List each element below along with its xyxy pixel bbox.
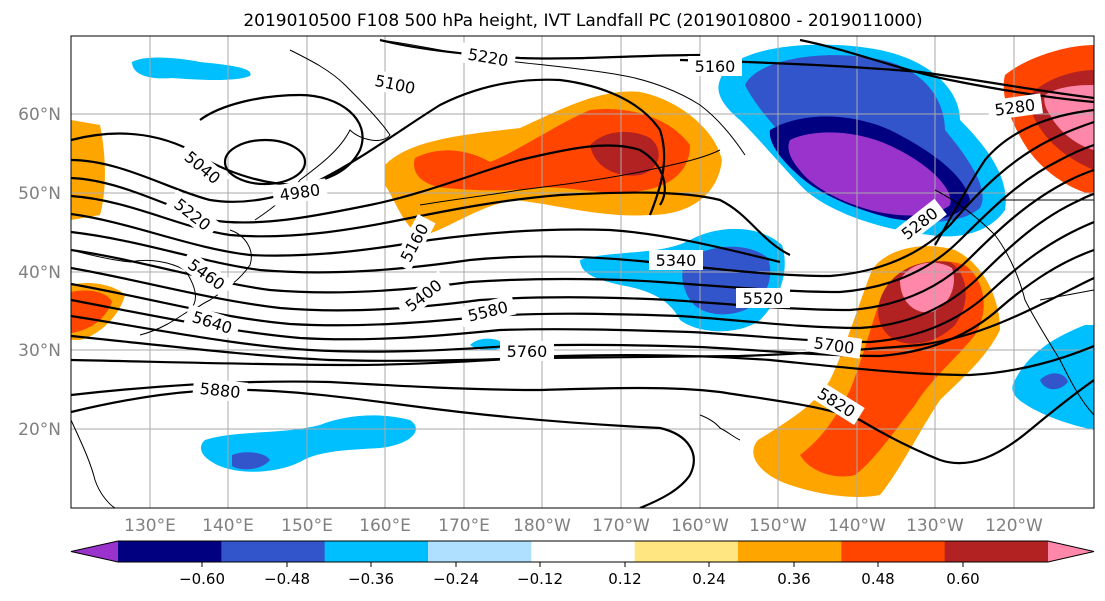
colorbar-ticks	[201, 562, 964, 567]
colorbar-outline	[70, 540, 1095, 563]
contour-label: 5340	[656, 251, 697, 270]
colorbar-tick-label: −0.12	[517, 570, 563, 588]
colorbar-segment	[531, 541, 636, 562]
map-frame	[70, 35, 1095, 509]
lon-label: 170°E	[438, 516, 490, 536]
contour-label: 5760	[507, 342, 548, 361]
colorbar-tick-label: 0.36	[777, 570, 810, 588]
contour-5100	[71, 78, 666, 216]
border-us-mexico	[1039, 289, 1094, 301]
contour-label: 5160	[695, 57, 736, 76]
colorbar-tick-label: −0.60	[179, 570, 225, 588]
shade-region-west-coast-max	[900, 262, 954, 313]
map-panel: 5220 5100 5160 5280 5040 4980 5220 5160 …	[70, 35, 1095, 509]
lon-label: 150°W	[749, 516, 807, 536]
lon-label: 140°E	[202, 516, 254, 536]
contour-5640	[71, 248, 1094, 358]
shade-region-baja-core	[1040, 373, 1068, 390]
lat-label: 60°N	[18, 105, 61, 125]
lon-label: 180°W	[513, 516, 571, 536]
lat-label: 50°N	[18, 184, 61, 204]
shade-region-far-west	[71, 120, 105, 220]
lon-label: 170°W	[592, 516, 650, 536]
colorbar-segment	[634, 541, 739, 562]
shade-region-west-subtropic-core	[232, 452, 270, 470]
contour-5400	[71, 143, 1094, 294]
lat-label: 20°N	[18, 420, 61, 440]
colorbar-extend-high	[1048, 541, 1094, 562]
colorbar-segment	[324, 541, 429, 562]
contour-5460	[71, 168, 1094, 312]
colorbar-segment	[944, 541, 1049, 562]
negative-pc-shading	[132, 44, 1094, 472]
lon-label: 150°E	[281, 516, 333, 536]
colorbar-segment	[841, 541, 946, 562]
colorbar-segment	[738, 541, 842, 562]
colorbar-tick-label: −0.24	[433, 570, 479, 588]
figure-title: 2019010500 F108 500 hPa height, IVT Land…	[243, 11, 922, 31]
colorbar-extend-low	[71, 541, 118, 562]
height-contours	[71, 38, 1094, 508]
contour-4980-low	[223, 138, 307, 186]
lat-label: 40°N	[18, 263, 61, 283]
colorbar-tick-label: 0.48	[861, 570, 894, 588]
shade-region-gulf-alaska-min	[788, 132, 951, 216]
shade-region-kamchatka	[132, 57, 251, 80]
colorbar-tick-label: −0.36	[348, 570, 394, 588]
coastline-north-america	[934, 189, 1094, 416]
contour-5040	[71, 93, 364, 187]
latitude-labels: 60°N 50°N 40°N 30°N 20°N	[18, 105, 61, 440]
lat-label: 30°N	[18, 341, 61, 361]
colorbar-tick-label: 0.60	[946, 570, 979, 588]
colorbar-tick-label: −0.48	[264, 570, 310, 588]
contour-5820	[71, 379, 1094, 465]
contour-5280	[71, 38, 1094, 264]
coastline-kamchatka	[254, 49, 391, 221]
coastline-hawaii	[699, 414, 741, 441]
colorbar-segment	[118, 541, 222, 562]
contour-5520	[71, 192, 1094, 330]
contour-5580	[71, 220, 1094, 344]
colorbar-segments	[70, 540, 1095, 563]
shade-region-north-pacific-core	[590, 131, 659, 176]
coastline-aleutians	[419, 149, 721, 206]
colorbar-tick-label: 0.24	[692, 570, 725, 588]
colorbar-segment	[428, 541, 532, 562]
lon-label: 130°E	[124, 516, 176, 536]
lon-label: 160°E	[359, 516, 411, 536]
contour-5760	[71, 344, 1094, 377]
lon-label: 130°W	[906, 516, 964, 536]
lon-label: 120°W	[985, 516, 1043, 536]
lon-label: 160°W	[671, 516, 729, 536]
longitude-labels: 130°E 140°E 150°E 160°E 170°E 180°W 170°…	[124, 516, 1043, 536]
contour-label: 5520	[743, 289, 784, 308]
colorbar: −0.60 −0.48 −0.36 −0.24 −0.12 0.12 0.24 …	[70, 540, 1095, 588]
coastline-philippines	[71, 419, 116, 508]
lon-label: 140°W	[828, 516, 886, 536]
colorbar-segment	[221, 541, 326, 562]
colorbar-tick-label: 0.12	[608, 570, 641, 588]
contour-label: 5880	[199, 379, 241, 402]
